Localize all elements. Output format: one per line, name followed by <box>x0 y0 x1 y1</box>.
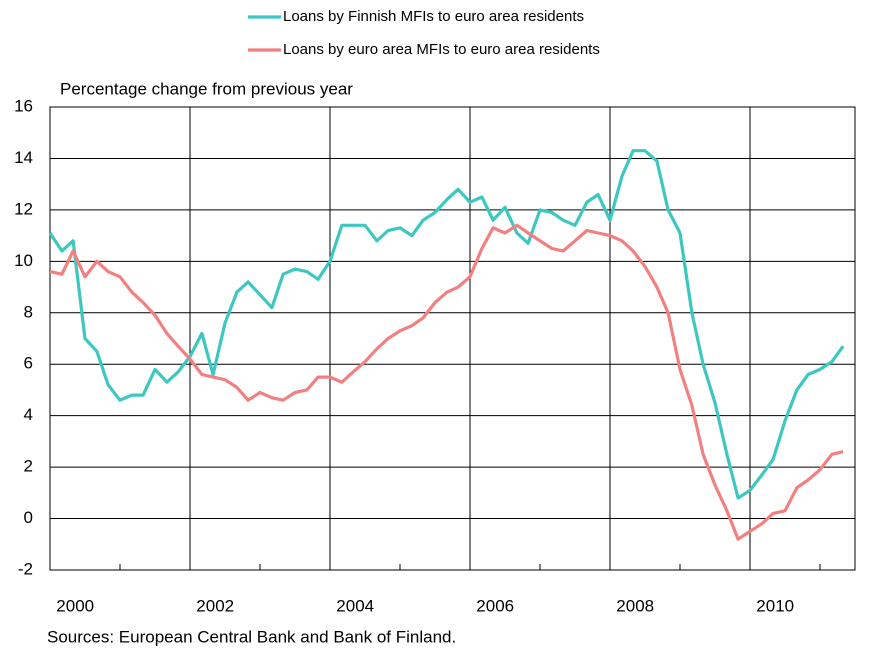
y-tick-label: 8 <box>24 302 33 321</box>
y-tick-label: 6 <box>24 354 33 373</box>
y-tick-label: 14 <box>14 148 33 167</box>
series-line <box>49 223 844 541</box>
y-tick-label: 0 <box>24 508 33 527</box>
y-axis-label: Percentage change from previous year <box>60 79 353 98</box>
x-tick-label: 2004 <box>336 596 374 615</box>
y-tick-label: 12 <box>14 199 33 218</box>
x-tick-label: 2002 <box>196 596 234 615</box>
plot-frame <box>49 106 856 571</box>
x-tick-label: 2006 <box>476 596 514 615</box>
y-tick-label: -2 <box>18 559 33 578</box>
legend-label: Loans by Finnish MFIs to euro area resid… <box>283 8 584 25</box>
y-tick-label: 10 <box>14 251 33 270</box>
x-tick-label: 2008 <box>616 596 654 615</box>
x-tick-label: 2010 <box>756 596 794 615</box>
y-tick-label: 2 <box>24 457 33 476</box>
source-note: Sources: European Central Bank and Bank … <box>47 627 456 646</box>
x-tick-label: 2000 <box>56 596 94 615</box>
y-tick-label: 4 <box>24 405 33 424</box>
y-tick-label: 16 <box>14 96 33 115</box>
legend-label: Loans by euro area MFIs to euro area res… <box>283 41 600 58</box>
series-line <box>48 149 845 500</box>
